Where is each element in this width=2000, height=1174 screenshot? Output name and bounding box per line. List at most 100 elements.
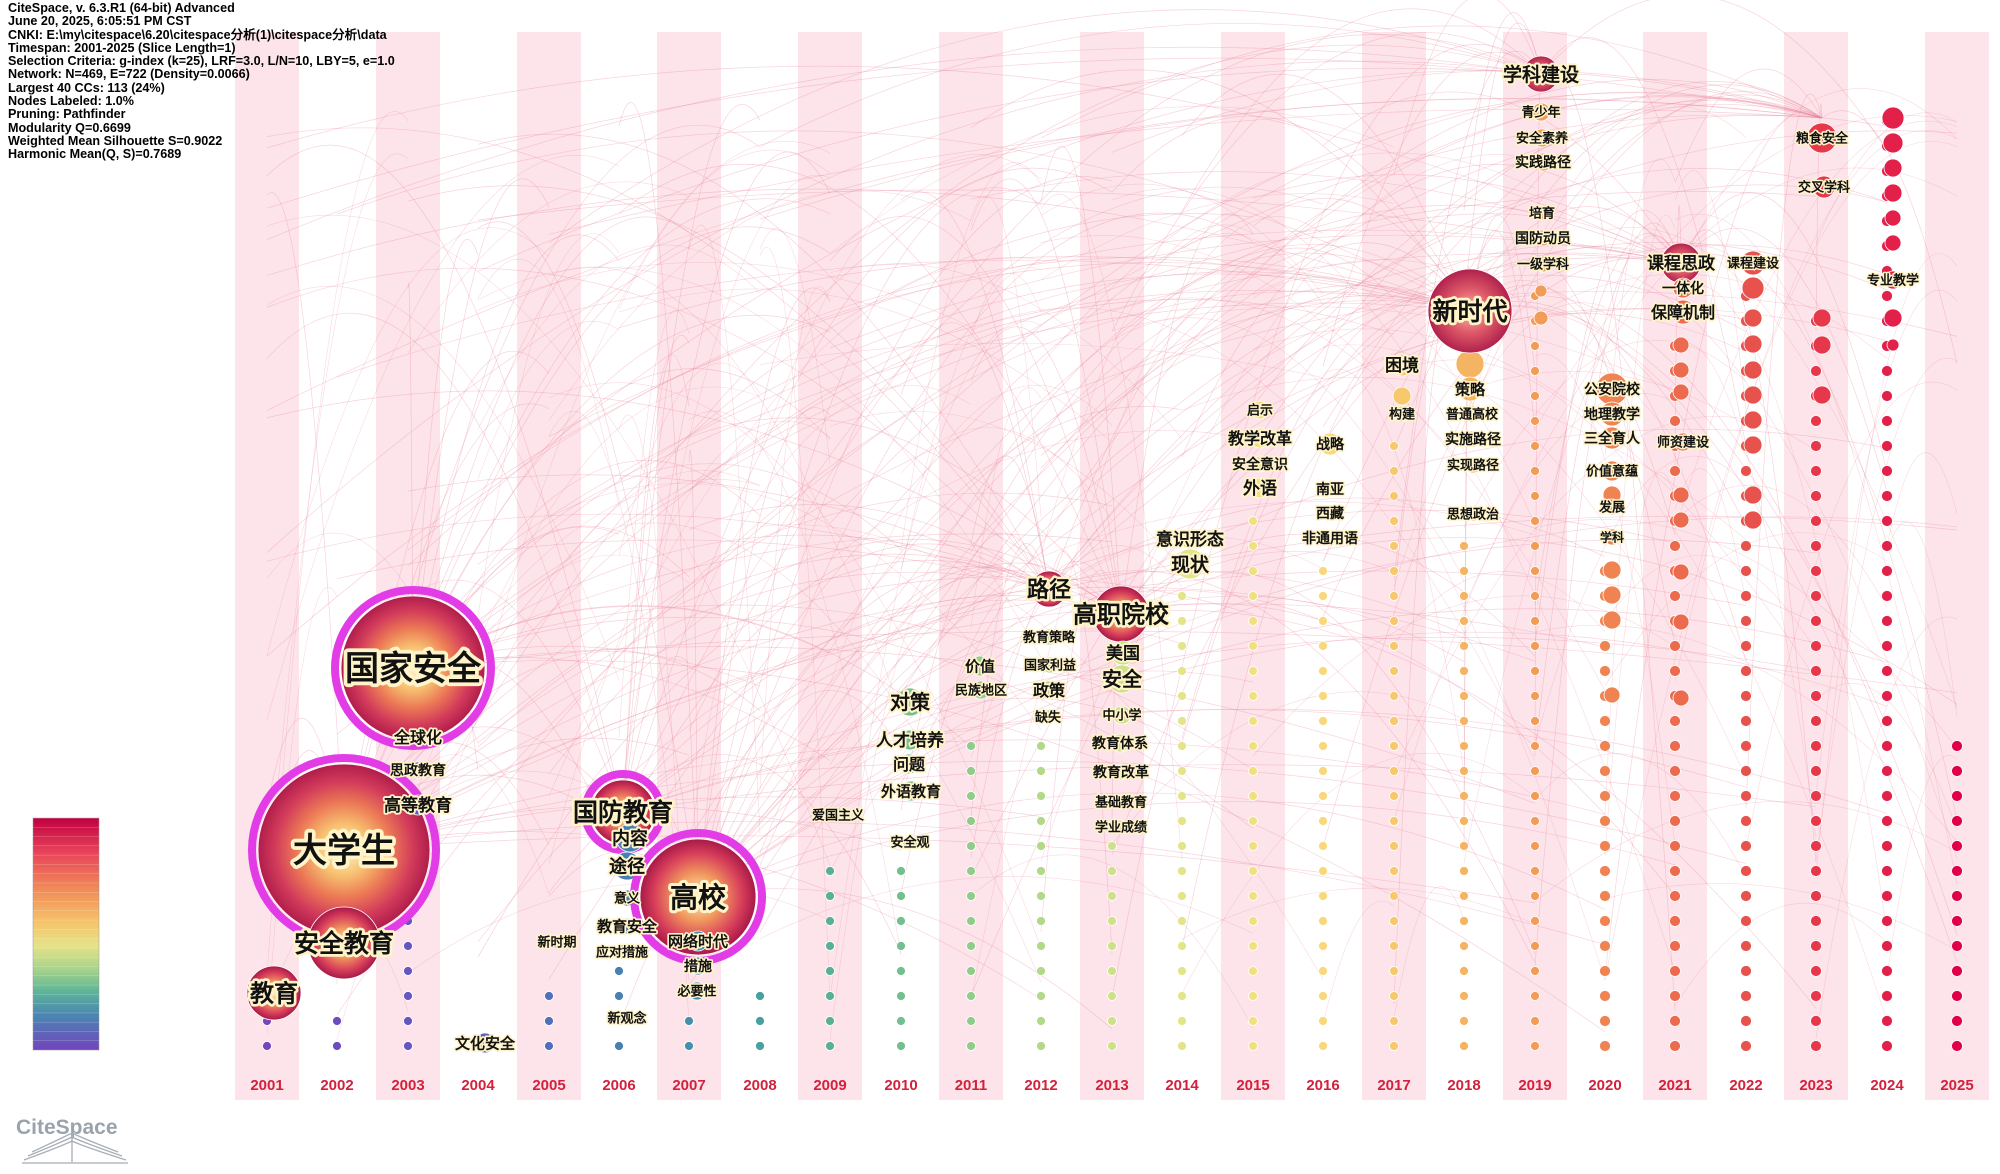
keyword-node[interactable] xyxy=(1318,891,1328,901)
keyword-node[interactable] xyxy=(1883,183,1903,203)
keyword-node[interactable] xyxy=(1740,890,1752,902)
keyword-node[interactable] xyxy=(1459,991,1469,1001)
keyword-label[interactable]: 基础教育 xyxy=(1092,793,1148,812)
keyword-node[interactable] xyxy=(1530,566,1540,576)
keyword-node[interactable] xyxy=(1530,1016,1540,1026)
keyword-node[interactable] xyxy=(1459,691,1469,701)
keyword-node[interactable] xyxy=(1602,560,1622,580)
keyword-node[interactable] xyxy=(1112,763,1130,781)
keyword-node[interactable] xyxy=(1248,591,1258,601)
keyword-node[interactable] xyxy=(1318,641,1328,651)
keyword-node[interactable] xyxy=(1883,270,1903,290)
keyword-node[interactable] xyxy=(1810,890,1822,902)
keyword-node[interactable] xyxy=(1036,741,1046,751)
keyword-label[interactable]: 国防动员 xyxy=(1513,228,1572,248)
keyword-node[interactable] xyxy=(1743,334,1763,354)
keyword-node[interactable] xyxy=(825,966,835,976)
keyword-node[interactable] xyxy=(969,655,991,677)
keyword-node[interactable] xyxy=(1107,841,1117,851)
keyword-label[interactable]: 安全观 xyxy=(889,833,931,852)
keyword-node[interactable] xyxy=(1810,440,1822,452)
keyword-node[interactable] xyxy=(902,834,918,850)
keyword-node[interactable] xyxy=(1881,440,1893,452)
keyword-label[interactable]: 问题 xyxy=(891,753,928,776)
keyword-node[interactable] xyxy=(1318,591,1328,601)
keyword-node[interactable] xyxy=(1530,766,1540,776)
keyword-node[interactable] xyxy=(1740,865,1752,877)
keyword-node[interactable] xyxy=(1248,1041,1258,1051)
keyword-node[interactable] xyxy=(1389,566,1399,576)
keyword-node[interactable] xyxy=(1457,376,1483,402)
keyword-node[interactable] xyxy=(1951,890,1963,902)
keyword-node[interactable] xyxy=(1599,990,1611,1002)
keyword-label[interactable]: 学业成绩 xyxy=(1093,818,1148,837)
keyword-node[interactable] xyxy=(1459,916,1469,926)
keyword-node[interactable] xyxy=(1810,865,1822,877)
keyword-node[interactable] xyxy=(1318,966,1328,976)
keyword-label[interactable]: 爱国主义 xyxy=(810,806,866,825)
keyword-node[interactable] xyxy=(1669,1015,1681,1027)
keyword-node[interactable] xyxy=(1393,405,1411,423)
keyword-label[interactable]: 教育 xyxy=(247,976,300,1010)
keyword-node[interactable] xyxy=(1669,740,1681,752)
keyword-node[interactable] xyxy=(966,791,976,801)
keyword-node[interactable] xyxy=(1810,515,1822,527)
keyword-node[interactable] xyxy=(1530,491,1540,501)
keyword-node[interactable] xyxy=(1599,401,1625,427)
keyword-node[interactable] xyxy=(825,1016,835,1026)
keyword-node[interactable] xyxy=(1177,1041,1187,1051)
keyword-label[interactable]: 公安院校 xyxy=(1582,380,1642,400)
keyword-node[interactable] xyxy=(1672,563,1690,581)
keyword-node[interactable] xyxy=(825,891,835,901)
keyword-node[interactable] xyxy=(1427,268,1513,354)
keyword-node[interactable] xyxy=(1463,405,1481,423)
keyword-node[interactable] xyxy=(550,935,564,949)
keyword-node[interactable] xyxy=(1389,441,1399,451)
keyword-node[interactable] xyxy=(1601,460,1623,482)
keyword-node[interactable] xyxy=(896,991,906,1001)
keyword-node[interactable] xyxy=(1881,990,1893,1002)
keyword-node[interactable] xyxy=(407,794,429,816)
keyword-node[interactable] xyxy=(1810,665,1822,677)
keyword-node[interactable] xyxy=(1669,965,1681,977)
keyword-node[interactable] xyxy=(1881,390,1893,402)
keyword-label[interactable]: 策略 xyxy=(1452,379,1487,400)
keyword-node[interactable] xyxy=(1177,991,1187,1001)
keyword-node[interactable] xyxy=(1459,816,1469,826)
keyword-node[interactable] xyxy=(1248,1016,1258,1026)
keyword-node[interactable] xyxy=(1881,790,1893,802)
keyword-label[interactable]: 价值 xyxy=(963,656,996,677)
keyword-node[interactable] xyxy=(1951,1040,1963,1052)
keyword-node[interactable] xyxy=(1951,865,1963,877)
keyword-node[interactable] xyxy=(1107,891,1117,901)
keyword-node[interactable] xyxy=(1248,841,1258,851)
keyword-node[interactable] xyxy=(1881,615,1893,627)
keyword-node[interactable] xyxy=(1459,866,1469,876)
keyword-label[interactable]: 意义 xyxy=(612,889,642,908)
keyword-node[interactable] xyxy=(1392,386,1412,406)
keyword-node[interactable] xyxy=(614,991,624,1001)
keyword-node[interactable] xyxy=(1530,666,1540,676)
keyword-node[interactable] xyxy=(1669,990,1681,1002)
keyword-node[interactable] xyxy=(403,1041,413,1051)
keyword-node[interactable] xyxy=(1112,705,1132,725)
keyword-node[interactable] xyxy=(1530,741,1540,751)
keyword-node[interactable] xyxy=(966,766,976,776)
keyword-node[interactable] xyxy=(1318,1041,1328,1051)
keyword-node[interactable] xyxy=(1110,733,1130,753)
keyword-node[interactable] xyxy=(1530,591,1540,601)
keyword-node[interactable] xyxy=(1318,791,1328,801)
keyword-label[interactable]: 网络时代 xyxy=(666,931,729,952)
keyword-label[interactable]: 外语教育 xyxy=(878,781,942,802)
keyword-label[interactable]: 价值意蕴 xyxy=(1584,462,1639,481)
keyword-label[interactable]: 课程思政 xyxy=(1645,251,1718,276)
keyword-node[interactable] xyxy=(825,866,835,876)
keyword-node[interactable] xyxy=(1318,841,1328,851)
keyword-node[interactable] xyxy=(895,687,925,717)
keyword-node[interactable] xyxy=(1599,815,1611,827)
keyword-node[interactable] xyxy=(1322,530,1338,546)
keyword-node[interactable] xyxy=(544,1016,554,1026)
keyword-node[interactable] xyxy=(1107,664,1137,694)
keyword-node[interactable] xyxy=(1810,915,1822,927)
